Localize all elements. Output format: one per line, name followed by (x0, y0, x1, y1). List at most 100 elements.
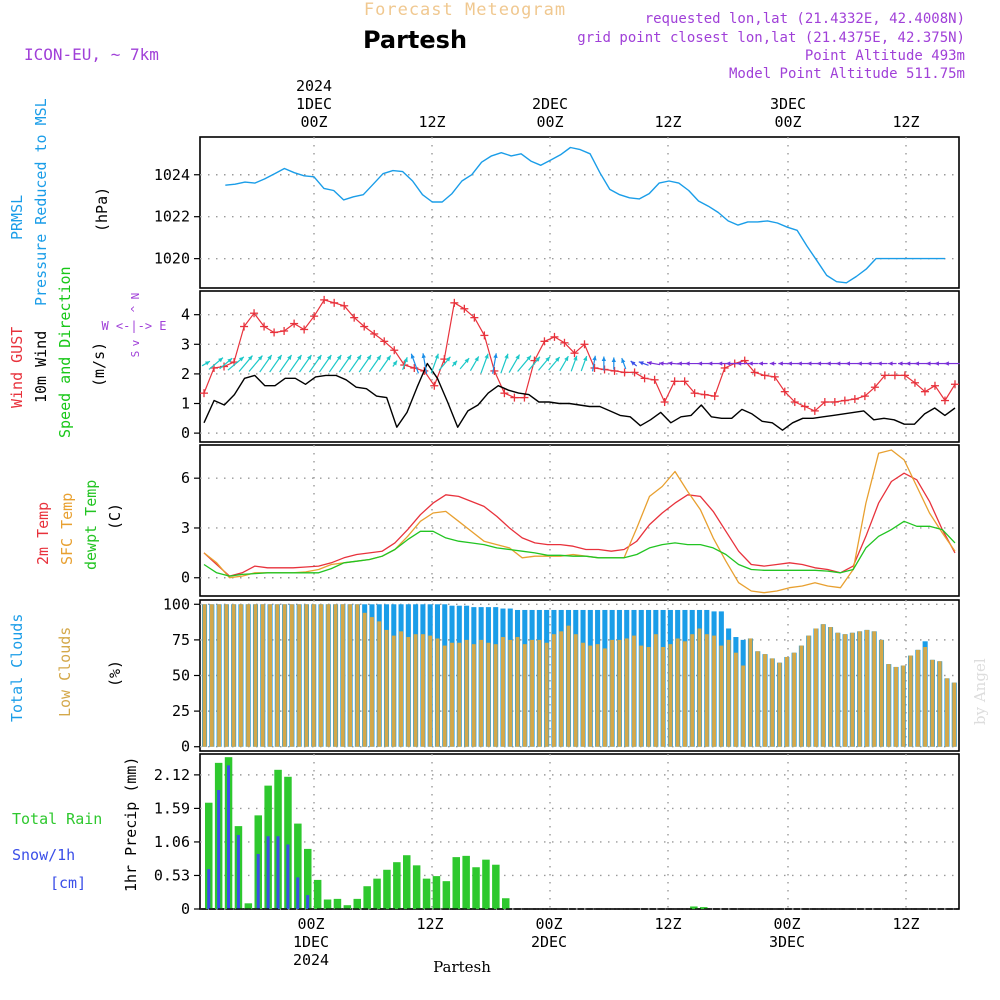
low-cloud-bar (442, 645, 447, 747)
bottom-axis: 00Z 1DEC 2024 12Z 00Z 2DEC 12Z 00Z 3DEC … (293, 915, 920, 976)
info-model-altitude: Model Point Altitude 511.75m (729, 66, 965, 82)
low-cloud-bar (391, 635, 396, 747)
low-cloud-bar (632, 635, 636, 747)
y-tick-label: 0 (181, 424, 190, 442)
low-cloud-bar (945, 678, 949, 747)
low-cloud-bar (326, 604, 331, 747)
low-cloud-bar (428, 635, 433, 747)
grid-lines (194, 137, 959, 910)
rain-bar (690, 906, 698, 909)
y-tick-label: 100 (163, 595, 190, 613)
wind-arrow-head (403, 357, 408, 363)
footer-location: Partesh (433, 958, 491, 976)
low-cloud-bar (821, 624, 826, 747)
wind-arrow-head (778, 361, 783, 366)
temp-2m-line (203, 472, 956, 577)
wind-arrow-head (717, 361, 723, 366)
low-cloud-bar (697, 628, 702, 747)
rain-bar (284, 776, 292, 909)
top-axis-label: 2024 (296, 77, 332, 95)
low-cloud-bar (617, 639, 622, 747)
y-tick-label: 75 (172, 631, 190, 649)
bottom-axis-label: 2DEC (531, 933, 567, 951)
y-tick-label: 3 (181, 335, 190, 353)
low-cloud-bar (202, 604, 207, 747)
low-cloud-bar (406, 637, 411, 747)
rain-bar (442, 881, 451, 909)
low-cloud-bar (246, 604, 251, 747)
wind-arrow-head (758, 361, 763, 366)
low-cloud-bar (238, 604, 243, 747)
wind-gust-label: Wind GUST (8, 327, 26, 408)
wind-panel (199, 290, 960, 443)
snow-bar (217, 790, 221, 909)
wind-arrow-head (564, 356, 569, 362)
wind-arrow-head (326, 355, 332, 360)
wind-arrow-head (630, 361, 636, 366)
low-cloud-bar (544, 642, 549, 747)
pressure-label-2: Pressure Reduced to MSL (32, 98, 50, 306)
precip-snow-label: Snow/1h (12, 846, 75, 864)
pressure-series (225, 146, 945, 284)
low-cloud-bar (297, 604, 302, 747)
low-cloud-bar (384, 629, 389, 747)
compass-s: S (129, 351, 142, 358)
low-cloud-bar (370, 617, 374, 747)
low-cloud-bar (551, 634, 556, 747)
low-cloud-bar (748, 638, 753, 747)
wind-unit: (m/s) (90, 342, 108, 387)
wind-arrow-head (845, 361, 851, 366)
wind-arrow-head (573, 355, 578, 361)
top-axis-label: 3DEC (770, 95, 806, 113)
wind-arrow-head (336, 355, 342, 360)
wind-arrow-head (445, 356, 451, 362)
rain-bar (393, 862, 401, 909)
low-cloud-bar (850, 632, 855, 747)
bottom-axis-label: 12Z (416, 915, 443, 933)
low-cloud-bar (857, 631, 862, 747)
top-axis: 2024 1DEC 00Z 12Z 2DEC 00Z 12Z 3DEC 00Z … (296, 77, 920, 131)
low-cloud-bar (377, 621, 382, 747)
y-tick-label: 0 (181, 900, 190, 918)
wind-arrow-head (835, 361, 841, 366)
low-cloud-bar (799, 645, 804, 747)
snow-bar (276, 836, 280, 909)
bottom-axis-label: 00Z (535, 915, 562, 933)
low-cloud-bar (952, 682, 957, 747)
low-cloud-bar (624, 638, 629, 747)
low-cloud-bar (362, 612, 367, 747)
low-cloud-bar (260, 604, 265, 747)
y-tick-label: 0 (181, 569, 190, 587)
low-cloud-bar (879, 639, 884, 747)
wind-arrow-head (888, 361, 893, 366)
rain-bar (244, 903, 253, 909)
wind-arrow-head (797, 361, 802, 366)
bottom-axis-label: 00Z (773, 915, 800, 933)
wind-arrow-head (238, 356, 244, 362)
wind-arrow-head (646, 361, 652, 366)
wind-arrow-head (204, 361, 210, 366)
top-axis-label: 12Z (654, 113, 681, 131)
y-tick-label: 50 (172, 667, 190, 685)
wind-arrow-head (484, 353, 489, 359)
low-cloud-bar (355, 604, 360, 747)
low-cloud-bar (471, 644, 476, 747)
wind-arrow-head (926, 361, 931, 366)
bottom-axis-label: 00Z (297, 915, 324, 933)
wind-arrow-head (677, 361, 682, 366)
rain-bar (373, 878, 381, 909)
rain-bar (205, 802, 213, 909)
top-axis-label: 1DEC (296, 95, 332, 113)
y-tick-label: 3 (181, 519, 190, 537)
low-cloud-bar (399, 631, 404, 747)
low-cloud-bar (457, 642, 462, 747)
wind-arrow-head (914, 361, 920, 366)
low-cloud-bar (530, 639, 535, 747)
subtitle: Forecast Meteogram (364, 0, 566, 20)
wind-arrow-head (736, 361, 742, 366)
wind-arrow-head (421, 353, 426, 359)
low-cloud-bar (479, 639, 484, 747)
low-cloud-bar (319, 604, 323, 747)
rain-bar (304, 848, 312, 909)
wind-arrow-head (376, 355, 381, 361)
